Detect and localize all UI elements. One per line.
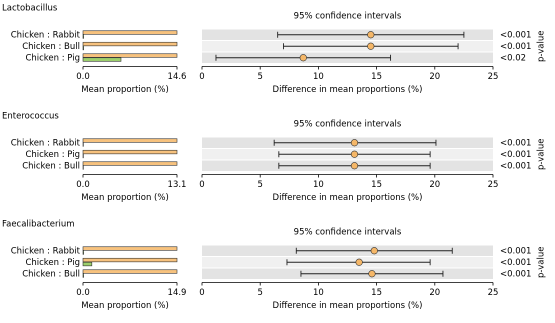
p-value: <0.001 (500, 258, 531, 268)
x-axis-label: Mean proportion (%) (81, 301, 169, 311)
bar (82, 269, 178, 274)
x-tick-label: 5 (257, 72, 262, 82)
x-tick-label: 10 (313, 180, 324, 190)
bar (82, 261, 93, 267)
mean-point (370, 247, 378, 255)
x-tick-label: 5 (257, 180, 262, 190)
category-label: Chicken : Pig (25, 53, 80, 63)
x-tick-label: 25 (488, 180, 499, 190)
mean-point (367, 42, 375, 50)
category-label: Chicken : Bull (22, 269, 80, 279)
bar (82, 45, 84, 51)
p-value-label: p-value (537, 247, 547, 278)
x-tick-label: 25 (488, 72, 499, 82)
mean-point (350, 139, 359, 147)
mean-point (368, 270, 376, 278)
x-tick-label: 20 (429, 72, 440, 82)
p-value: <0.001 (500, 246, 531, 256)
x-tick-label: 15 (371, 72, 382, 82)
bar (82, 246, 178, 251)
category-label: Chicken : Bull (22, 161, 80, 171)
mean-point (299, 54, 307, 62)
bar (82, 273, 84, 278)
panel-title: Faecalibacterium (2, 220, 75, 230)
x-axis-label: Difference in mean proportions (%) (273, 85, 423, 95)
x-axis-label: Mean proportion (%) (81, 193, 169, 203)
x-axis-label: Difference in mean proportions (%) (273, 193, 423, 203)
bar (82, 34, 84, 39)
p-value: <0.001 (500, 138, 531, 148)
x-tick-label: 13.1 (168, 180, 187, 190)
p-value-label: p-value (537, 139, 547, 170)
p-value: <0.001 (500, 42, 531, 52)
x-axis-label: Mean proportion (%) (81, 85, 169, 95)
x-tick-label: 0 (199, 288, 204, 298)
panel-title: Lactobacillus (2, 4, 58, 14)
category-label: Chicken : Rabbit (11, 30, 81, 40)
x-tick-label: 14.9 (168, 288, 187, 298)
x-tick-label: 14.6 (168, 72, 187, 82)
bar (82, 41, 178, 47)
x-tick-label: 20 (429, 180, 440, 190)
ci-title: 95% confidence intervals (294, 228, 402, 238)
p-value: <0.001 (500, 269, 531, 279)
ci-title: 95% confidence intervals (294, 120, 402, 130)
bar (82, 30, 178, 35)
mean-point (355, 258, 363, 266)
ci-title: 95% confidence intervals (294, 12, 402, 22)
bar (82, 161, 178, 166)
x-tick-label: 20 (429, 288, 440, 298)
bar (82, 257, 178, 263)
x-axis-label: Difference in mean proportions (%) (273, 301, 423, 311)
panel-title: Enterococcus (2, 112, 59, 122)
x-tick-label: 0 (199, 180, 204, 190)
p-value: <0.001 (500, 150, 531, 160)
bar (82, 149, 178, 155)
bar (82, 250, 84, 255)
x-tick-label: 0.0 (76, 72, 90, 82)
x-tick-label: 0.0 (76, 180, 90, 190)
x-tick-label: 10 (313, 288, 324, 298)
p-value: <0.001 (500, 30, 531, 40)
x-tick-label: 25 (488, 288, 499, 298)
x-tick-label: 5 (257, 288, 262, 298)
p-value: <0.001 (500, 161, 531, 171)
x-tick-label: 0 (199, 72, 204, 82)
bar (82, 138, 178, 143)
x-tick-label: 15 (371, 180, 382, 190)
category-label: Chicken : Pig (25, 258, 80, 268)
mean-point (350, 150, 359, 158)
category-label: Chicken : Rabbit (11, 138, 81, 148)
x-tick-label: 0.0 (76, 288, 90, 298)
p-value: <0.02 (500, 53, 526, 63)
bar (82, 53, 178, 58)
mean-point (350, 162, 359, 170)
bar (82, 57, 122, 62)
mean-point (367, 31, 375, 39)
category-label: Chicken : Rabbit (11, 246, 81, 256)
x-tick-label: 10 (313, 72, 324, 82)
category-label: Chicken : Pig (25, 150, 80, 160)
x-tick-label: 15 (371, 288, 382, 298)
category-label: Chicken : Bull (22, 42, 80, 52)
p-value-label: p-value (537, 31, 547, 62)
